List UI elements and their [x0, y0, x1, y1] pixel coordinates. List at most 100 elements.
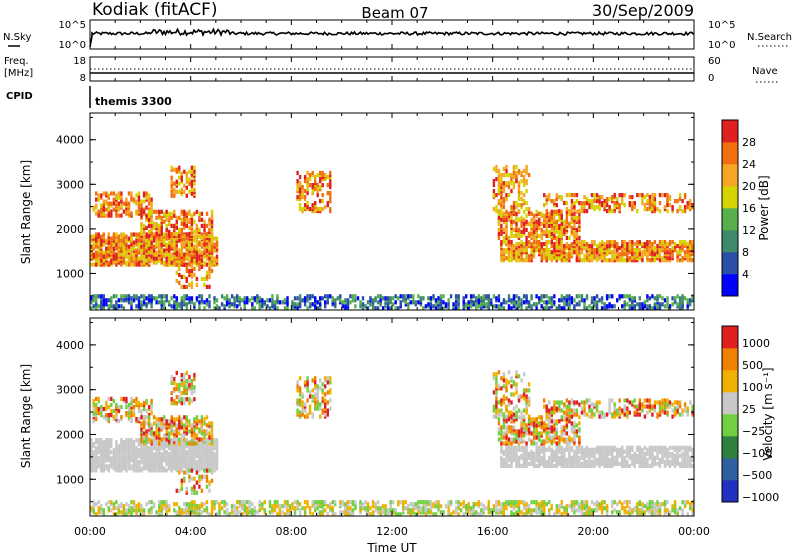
echo-cell — [296, 398, 299, 403]
echo-cell — [135, 232, 138, 237]
echo-cell — [173, 209, 176, 214]
echo-cell — [163, 234, 166, 239]
echo-cell — [100, 195, 103, 200]
echo-cell — [646, 447, 649, 452]
echo-cell — [145, 254, 148, 259]
echo-cell — [266, 304, 269, 309]
echo-cell — [120, 234, 123, 239]
echo-cell — [158, 300, 161, 305]
echo-cell — [97, 406, 100, 412]
echo-cell — [117, 444, 121, 449]
echo-cell — [178, 272, 181, 277]
echo-cell — [97, 252, 100, 257]
echo-cell — [520, 197, 523, 202]
echo-cell — [100, 404, 103, 410]
echo-cell — [548, 306, 551, 311]
echo-cell — [195, 470, 199, 475]
echo-cell — [152, 209, 156, 214]
echo-cell — [683, 445, 687, 450]
echo-cell — [686, 298, 689, 303]
echo-cell — [180, 248, 183, 253]
echo-cell — [188, 300, 191, 305]
echo-cell — [593, 205, 596, 210]
echo-cell — [568, 244, 571, 249]
echo-cell — [185, 415, 188, 420]
echo-cell — [180, 227, 183, 232]
echo-cell — [286, 300, 289, 305]
echo-cell — [517, 439, 521, 444]
echo-cell — [507, 451, 511, 456]
echo-cell — [349, 294, 352, 299]
echo-cell — [565, 193, 569, 198]
echo-cell — [107, 260, 110, 265]
cpid-label: CPID — [6, 91, 33, 102]
echo-cell — [683, 209, 687, 214]
echo-cell — [520, 215, 523, 220]
echo-cell — [598, 445, 601, 450]
echo-cell — [190, 187, 194, 192]
echo-cell — [520, 191, 523, 196]
echo-cell — [427, 296, 430, 301]
echo-cell — [517, 197, 521, 202]
echo-cell — [314, 406, 317, 411]
echo-cell — [653, 445, 657, 450]
echo-cell — [163, 456, 166, 461]
echo-cell — [553, 300, 556, 305]
echo-cell — [429, 302, 433, 307]
echo-cell — [301, 207, 304, 212]
echo-cell — [329, 380, 332, 385]
echo-cell — [361, 302, 365, 307]
echo-cell — [165, 450, 168, 455]
echo-cell — [185, 238, 188, 243]
echo-cell — [180, 478, 183, 483]
echo-cell — [150, 450, 153, 455]
echo-cell — [311, 302, 314, 307]
echo-cell — [130, 413, 133, 418]
echo-cell — [122, 238, 126, 243]
echo-cell — [603, 242, 606, 247]
echo-cell — [301, 193, 304, 198]
echo-cell — [188, 448, 191, 453]
echo-cell — [190, 268, 194, 273]
echo-cell — [147, 294, 151, 299]
echo-cell — [658, 463, 662, 468]
echo-cell — [505, 240, 508, 245]
echo-cell — [578, 219, 581, 224]
echo-cell — [643, 445, 647, 450]
echo-cell — [324, 398, 327, 403]
echo-cell — [92, 464, 95, 469]
echo-cell — [532, 451, 536, 456]
echo-cell — [230, 294, 234, 299]
echo-cell — [402, 298, 405, 303]
echo-cell — [583, 195, 586, 200]
echo-cell — [188, 419, 191, 424]
echo-cell — [271, 298, 274, 303]
echo-cell — [449, 294, 453, 299]
echo-cell — [293, 302, 297, 307]
echo-cell — [308, 172, 312, 178]
echo-cell — [158, 234, 161, 239]
echo-cell — [553, 439, 556, 444]
echo-cell — [611, 250, 614, 255]
echo-cell — [500, 223, 503, 228]
echo-cell — [598, 195, 601, 200]
echo-cell — [321, 396, 324, 401]
echo-cell — [175, 438, 178, 443]
echo-cell — [500, 240, 503, 245]
echo-cell — [145, 232, 148, 237]
echo-cell — [95, 250, 98, 255]
echo-cell — [155, 300, 158, 305]
nsky-right-tick-bottom: 10^0 — [708, 40, 735, 51]
echo-cell — [147, 437, 151, 442]
echo-cell — [110, 260, 113, 265]
echo-cell — [92, 398, 95, 404]
echo-cell — [142, 246, 146, 251]
echo-cell — [120, 203, 123, 208]
echo-cell — [515, 429, 518, 434]
echo-cell — [200, 415, 204, 420]
echo-cell — [553, 242, 556, 247]
echo-cell — [550, 254, 553, 259]
echo-cell — [570, 193, 574, 198]
echo-cell — [585, 242, 589, 247]
echo-cell — [648, 304, 652, 309]
